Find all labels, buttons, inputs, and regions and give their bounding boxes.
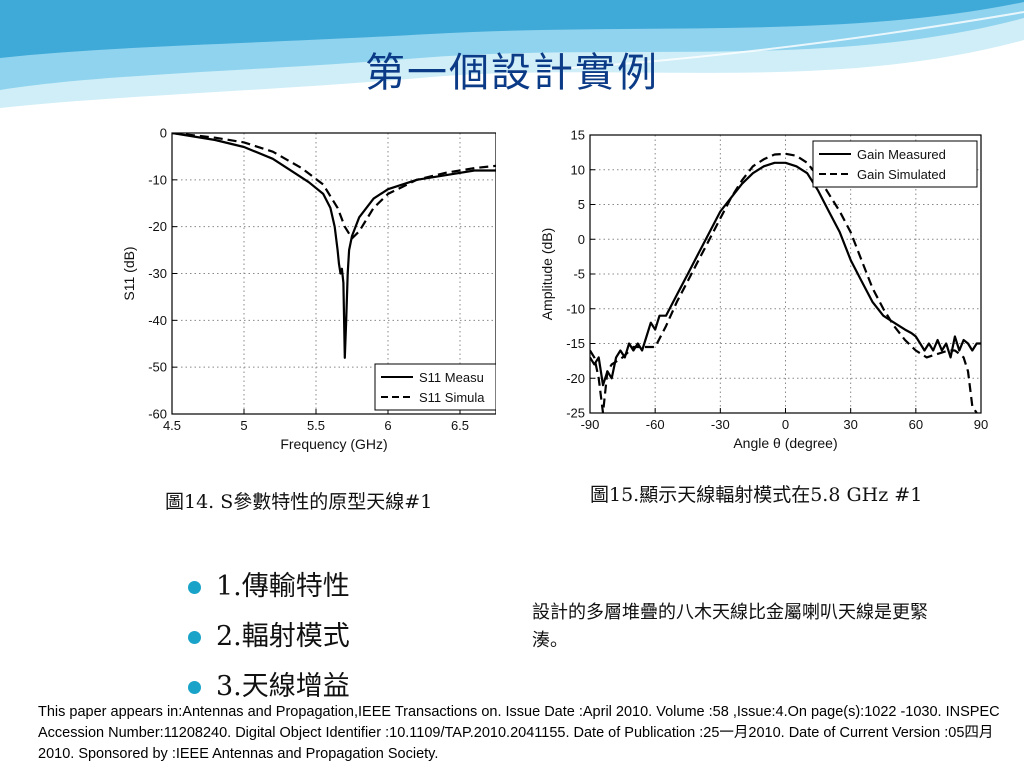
caption-fig14: 圖14. S參數特性的原型天線#1	[165, 491, 433, 513]
y-tick-label: -25	[566, 406, 585, 421]
plot-frame	[589, 134, 982, 414]
plot-area	[172, 133, 496, 359]
y-tick-label: -50	[148, 360, 167, 375]
x-axis-label: Angle θ (degree)	[733, 435, 837, 451]
bullet-dot-icon	[188, 681, 201, 694]
bullet-dot-icon	[188, 631, 201, 644]
header-wave-line	[539, 11, 1024, 71]
bullet-item: 2.輻射模式	[188, 618, 350, 668]
y-tick-label: -20	[566, 371, 585, 386]
bullet-item: 3.天線增益	[188, 668, 350, 718]
x-tick-label: -90	[581, 417, 600, 432]
x-axis-label: Frequency (GHz)	[280, 436, 387, 452]
x-tick-label: 5	[240, 418, 247, 433]
slide-title: 第一個設計實例	[365, 50, 659, 96]
y-axis-label: S11 (dB)	[121, 246, 137, 300]
legend-label: S11 Simula	[419, 390, 485, 405]
x-tick-label: -60	[646, 417, 665, 432]
y-tick-label: -10	[566, 301, 585, 316]
bullet-text: 3.天線增益	[216, 671, 350, 702]
bullet-list: 1.傳輸特性 2.輻射模式 3.天線增益	[188, 568, 350, 718]
y-axis-label: Amplitude (dB)	[539, 228, 555, 321]
bullet-dot-icon	[188, 581, 201, 594]
bullet-text: 2.輻射模式	[216, 621, 350, 652]
series-line	[590, 161, 981, 387]
y-tick-label: -60	[148, 407, 167, 422]
series-line	[590, 152, 978, 413]
chart-s11-svg: 4.5 5 5.5 6 6.5 0 -10 -20 -30 -40 -50 -60 Frequency …	[121, 126, 497, 452]
legend-label: S11 Measu	[419, 370, 484, 385]
caption-fig15: 圖15.顯示天線輻射模式在5.8 GHz #1	[590, 484, 923, 506]
chart-s11: 4.5 5 5.5 6 6.5 0 -10 -20 -30 -40 -50 -60 Frequency …	[120, 108, 497, 458]
citation-footer: This paper appears in:Antennas and Propa…	[38, 704, 1000, 762]
chart-gain-svg: -90 -60 -30 0 30 60 90 15 10 5 0 -5 -10 -15 -20 -25 Angl…	[539, 128, 988, 452]
y-tick-label: -15	[566, 336, 585, 351]
plot-area	[590, 152, 981, 413]
design-note: 設計的多層堆疊的八木天線比金屬喇叭天線是更緊湊。	[532, 602, 928, 651]
x-tick-label: 6.5	[451, 418, 469, 433]
legend-box	[812, 140, 978, 188]
x-tick-label: 5.5	[307, 418, 325, 433]
y-tick-label: 10	[571, 162, 585, 177]
bullet-text: 1.傳輸特性	[216, 571, 350, 602]
y-tick-label: -20	[148, 219, 167, 234]
x-tick-label: 4.5	[163, 418, 181, 433]
y-tick-label: 15	[571, 128, 585, 143]
x-tick-label: 90	[974, 417, 988, 432]
x-tick-label: -30	[711, 417, 730, 432]
header-wave-dark	[0, 0, 1024, 58]
series-line	[172, 133, 496, 240]
x-tick-label: 60	[909, 417, 923, 432]
legend-label: Gain Simulated	[857, 167, 946, 182]
x-tick-label: 30	[843, 417, 857, 432]
y-tick-label: -30	[148, 266, 167, 281]
x-tick-label: 6	[384, 418, 391, 433]
y-tick-label: 0	[578, 232, 585, 247]
y-tick-label: 0	[160, 126, 167, 141]
bullet-item: 1.傳輸特性	[188, 568, 350, 618]
y-tick-label: -40	[148, 313, 167, 328]
header-wave-background	[0, 0, 1024, 130]
legend-label: Gain Measured	[857, 147, 946, 162]
y-tick-label: 5	[578, 197, 585, 212]
y-tick-label: -5	[573, 267, 585, 282]
series-line	[172, 133, 496, 359]
y-tick-label: -10	[148, 172, 167, 187]
x-tick-label: 0	[782, 417, 789, 432]
chart-gain: -90 -60 -30 0 30 60 90 15 10 5 0 -5 -10 -15 -20 -25 Angl…	[535, 104, 1000, 464]
